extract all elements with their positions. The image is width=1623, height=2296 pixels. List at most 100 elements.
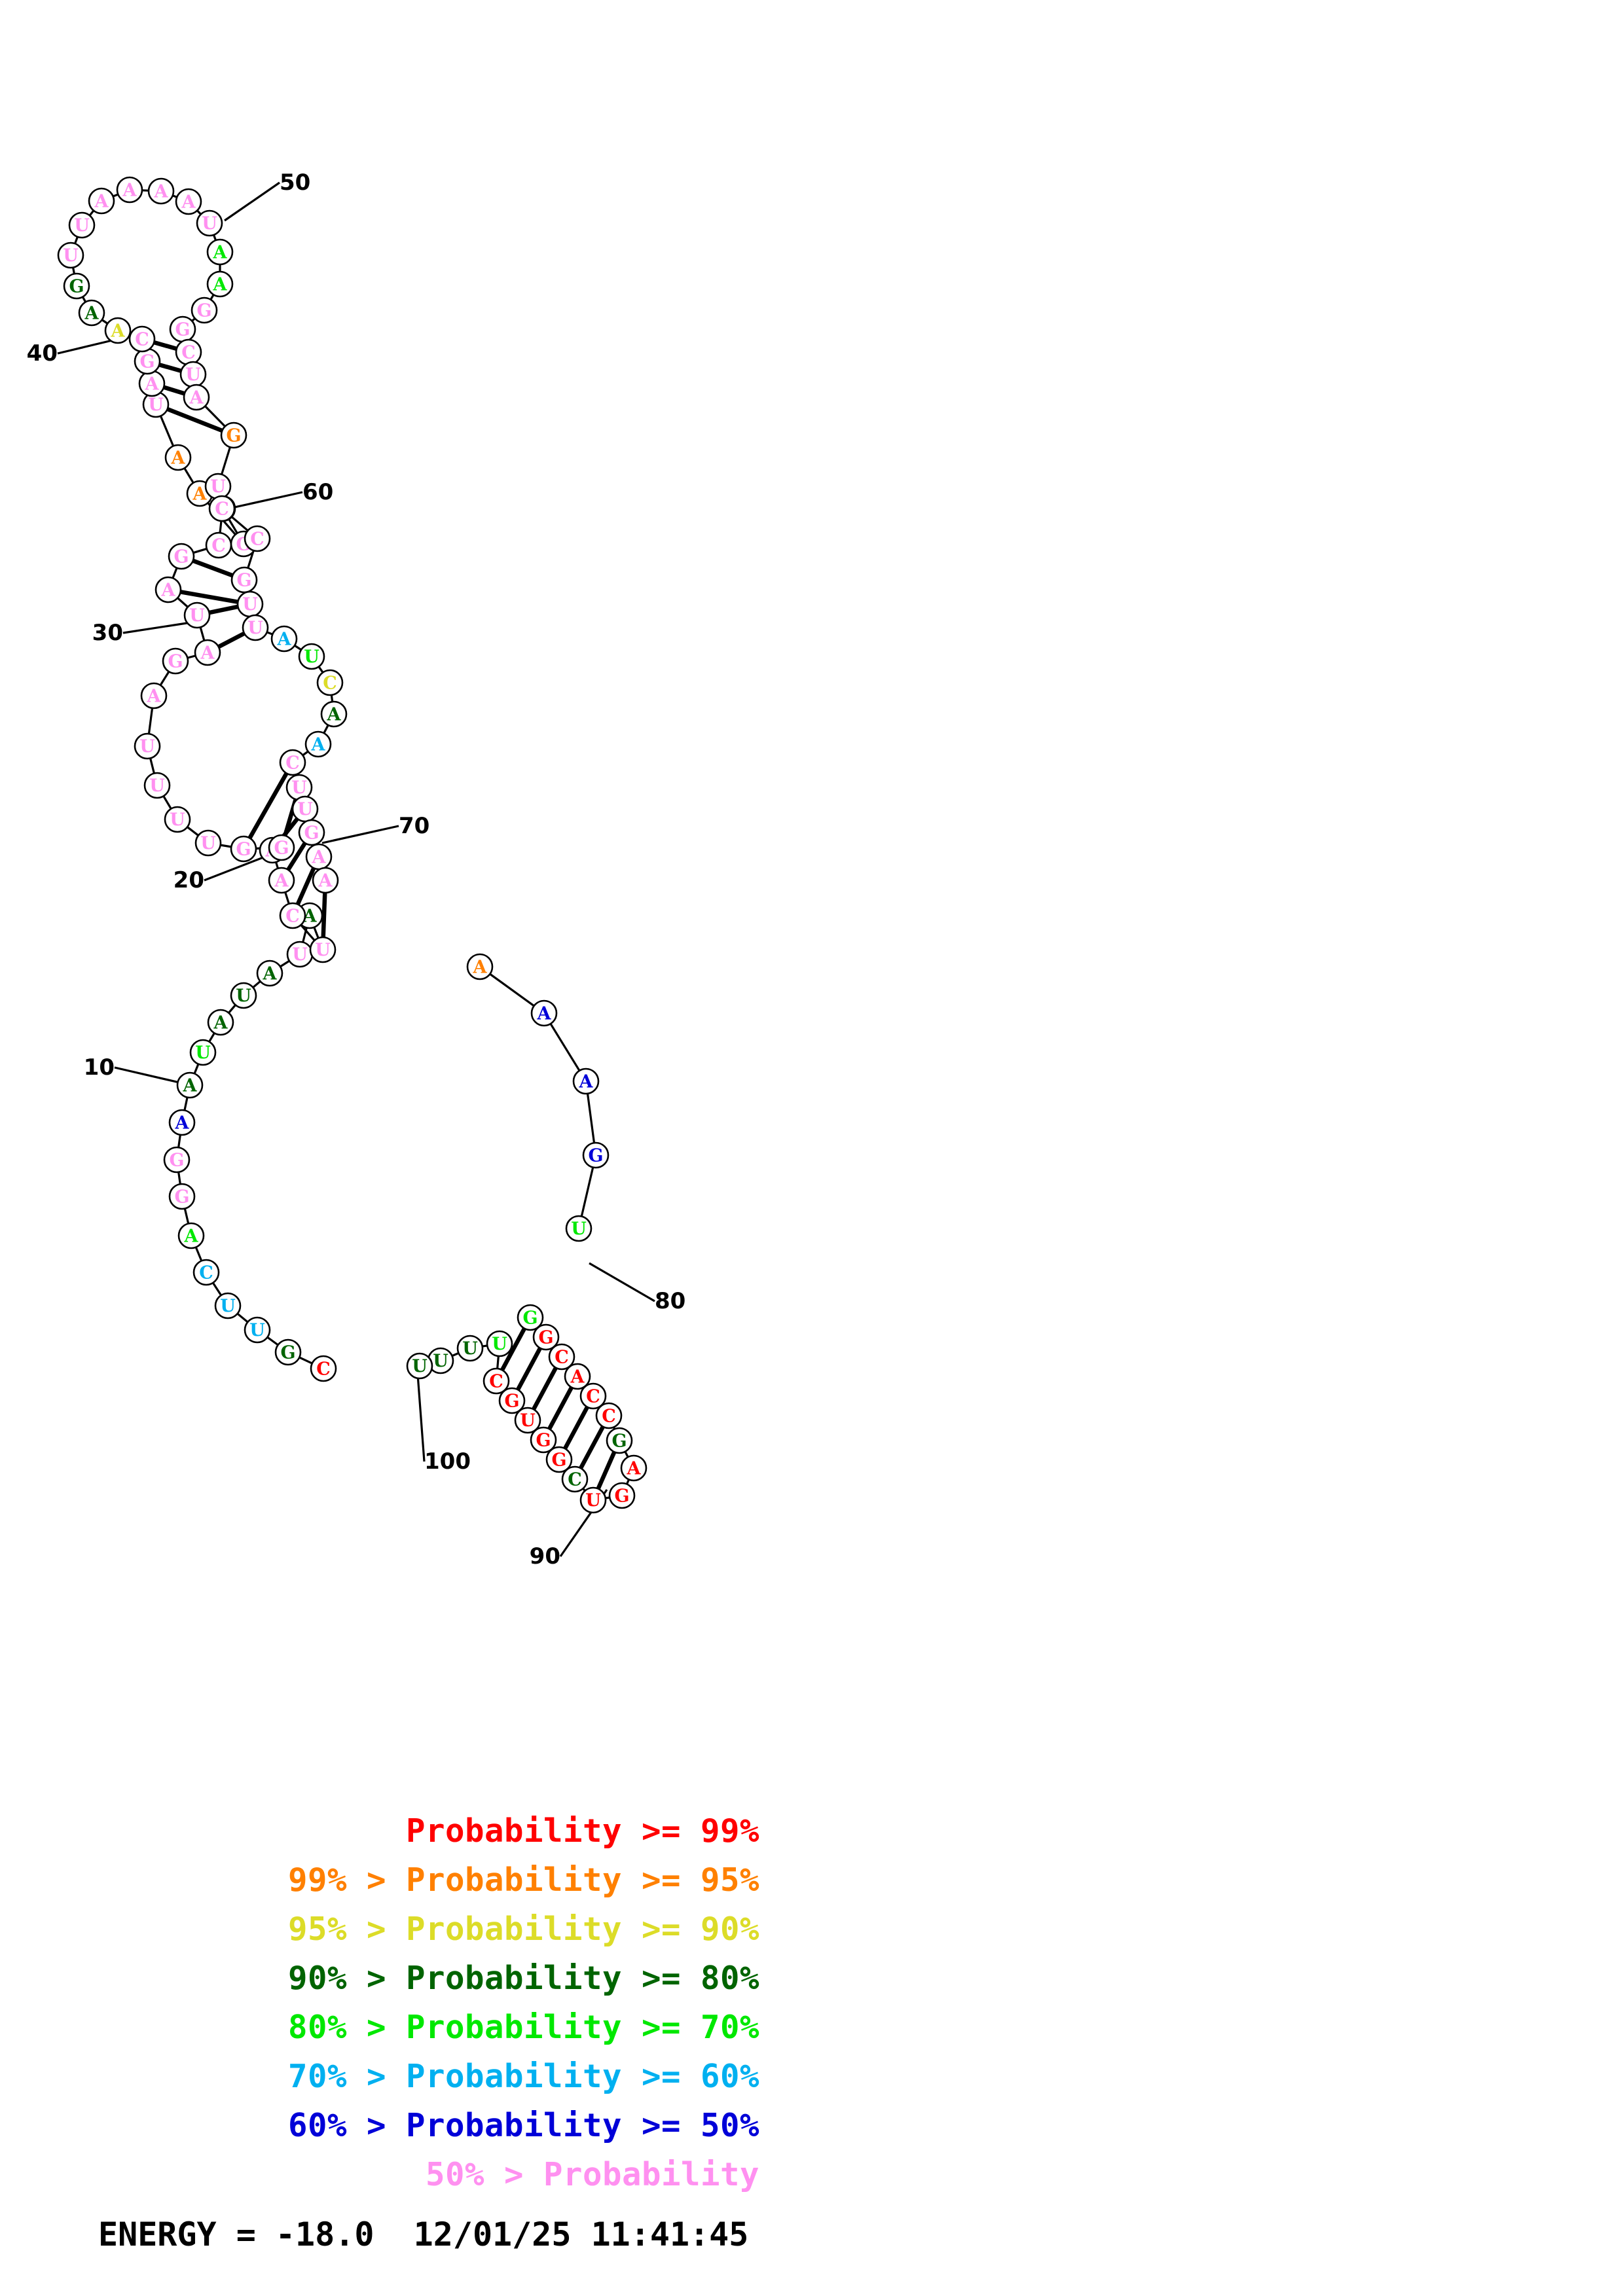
base-node-100[interactable]: U bbox=[427, 1347, 454, 1374]
base-circle bbox=[194, 639, 221, 666]
base-node-95[interactable]: U bbox=[514, 1407, 541, 1434]
base-node-28[interactable]: G bbox=[162, 647, 189, 675]
base-node-12[interactable]: A bbox=[207, 1009, 234, 1036]
base-node-83[interactable]: G bbox=[532, 1323, 560, 1351]
base-node-55[interactable]: G bbox=[169, 315, 196, 343]
base-node-71[interactable]: C bbox=[279, 749, 306, 776]
base-node-61[interactable]: C bbox=[208, 495, 236, 522]
base-node-32[interactable]: G bbox=[168, 543, 195, 570]
base-pair-bond bbox=[516, 1347, 542, 1391]
base-node-94[interactable]: G bbox=[530, 1426, 557, 1454]
base-node-22[interactable]: G bbox=[230, 835, 257, 863]
base-node-9[interactable]: A bbox=[168, 1109, 196, 1136]
base-node-38[interactable]: U bbox=[142, 391, 170, 418]
base-node-66[interactable]: A bbox=[270, 625, 298, 653]
base-node-76[interactable]: A bbox=[312, 867, 339, 894]
base-node-75[interactable]: A bbox=[305, 843, 333, 870]
base-node-52[interactable]: A bbox=[206, 238, 234, 266]
base-node-21[interactable]: G bbox=[268, 834, 295, 861]
base-node-48[interactable]: A bbox=[116, 176, 143, 204]
base-node-98[interactable]: U bbox=[486, 1330, 513, 1357]
base-node-81[interactable]: U bbox=[565, 1215, 593, 1242]
base-node-40[interactable]: G bbox=[134, 348, 161, 375]
backbone-segment bbox=[147, 708, 154, 734]
base-node-60[interactable]: U bbox=[204, 473, 232, 500]
base-node-97[interactable]: C bbox=[483, 1367, 510, 1395]
base-node-84[interactable]: C bbox=[548, 1343, 575, 1371]
base-node-44[interactable]: G bbox=[63, 272, 90, 300]
base-node-57[interactable]: U bbox=[179, 361, 207, 388]
base-node-41[interactable]: C bbox=[128, 325, 156, 353]
base-node-49[interactable]: A bbox=[147, 177, 175, 205]
base-node-85[interactable]: A bbox=[564, 1363, 591, 1390]
base-node-10[interactable]: A bbox=[176, 1071, 204, 1099]
base-node-15[interactable]: U bbox=[286, 941, 314, 968]
base-node-27[interactable]: A bbox=[140, 682, 168, 709]
base-node-70[interactable]: A bbox=[304, 730, 332, 758]
base-node-80[interactable]: G bbox=[582, 1141, 610, 1169]
base-node-68[interactable]: C bbox=[316, 669, 344, 696]
position-label-70: 70 bbox=[399, 813, 429, 839]
base-node-17[interactable]: U bbox=[309, 936, 337, 963]
base-node-59[interactable]: G bbox=[220, 422, 247, 449]
base-node-31[interactable]: A bbox=[155, 576, 182, 603]
base-node-74[interactable]: G bbox=[298, 819, 325, 846]
base-node-87[interactable]: C bbox=[595, 1402, 623, 1429]
base-node-25[interactable]: U bbox=[143, 772, 171, 799]
base-node-37[interactable]: A bbox=[164, 444, 192, 471]
base-node-63[interactable]: G bbox=[230, 566, 258, 594]
base-node-39[interactable]: A bbox=[138, 370, 166, 397]
base-node-8[interactable]: G bbox=[163, 1146, 191, 1174]
base-node-78[interactable]: A bbox=[530, 999, 558, 1027]
base-node-96[interactable]: G bbox=[498, 1387, 526, 1414]
base-node-65[interactable]: U bbox=[242, 614, 269, 641]
base-node-7[interactable]: G bbox=[168, 1183, 196, 1210]
base-node-50[interactable]: A bbox=[175, 188, 202, 215]
base-node-30[interactable]: U bbox=[183, 601, 211, 629]
base-node-4[interactable]: U bbox=[214, 1292, 242, 1319]
base-node-46[interactable]: U bbox=[68, 211, 96, 239]
base-node-58[interactable]: A bbox=[183, 384, 210, 411]
base-node-92[interactable]: C bbox=[561, 1465, 589, 1493]
base-node-77[interactable]: A bbox=[466, 953, 494, 980]
base-node-51[interactable]: U bbox=[196, 209, 223, 237]
base-node-54[interactable]: G bbox=[191, 296, 218, 324]
base-node-3[interactable]: U bbox=[244, 1316, 271, 1344]
base-node-72[interactable]: U bbox=[285, 774, 313, 801]
base-node-56[interactable]: C bbox=[175, 338, 202, 366]
base-node-101[interactable]: U bbox=[406, 1352, 433, 1380]
base-node-93[interactable]: G bbox=[545, 1446, 573, 1473]
base-node-62[interactable]: C bbox=[244, 525, 271, 552]
base-node-90[interactable]: G bbox=[608, 1482, 636, 1509]
base-node-69[interactable]: A bbox=[320, 700, 348, 728]
base-node-89[interactable]: A bbox=[620, 1454, 647, 1482]
base-node-6[interactable]: A bbox=[177, 1222, 205, 1249]
base-node-79[interactable]: A bbox=[572, 1067, 600, 1095]
base-node-45[interactable]: U bbox=[57, 242, 84, 269]
base-node-33[interactable]: C bbox=[205, 531, 232, 559]
base-node-2[interactable]: G bbox=[274, 1338, 302, 1366]
base-node-88[interactable]: G bbox=[606, 1427, 633, 1454]
base-node-91[interactable]: U bbox=[579, 1486, 607, 1514]
base-node-11[interactable]: U bbox=[189, 1039, 217, 1066]
base-node-42[interactable]: A bbox=[104, 317, 132, 344]
base-node-86[interactable]: C bbox=[579, 1382, 607, 1410]
base-node-13[interactable]: U bbox=[230, 982, 257, 1009]
base-node-18[interactable]: C bbox=[279, 902, 306, 929]
base-node-26[interactable]: U bbox=[134, 732, 161, 760]
base-node-24[interactable]: U bbox=[164, 806, 191, 833]
base-node-14[interactable]: A bbox=[256, 960, 283, 987]
base-node-67[interactable]: U bbox=[298, 643, 325, 670]
base-node-99[interactable]: U bbox=[456, 1335, 484, 1362]
base-node-64[interactable]: U bbox=[236, 590, 264, 618]
base-node-53[interactable]: A bbox=[206, 270, 234, 298]
base-node-43[interactable]: A bbox=[78, 299, 105, 327]
base-node-47[interactable]: A bbox=[88, 187, 115, 215]
base-node-19[interactable]: A bbox=[268, 867, 295, 894]
base-node-23[interactable]: U bbox=[194, 829, 222, 857]
base-node-82[interactable]: G bbox=[517, 1304, 544, 1331]
base-node-73[interactable]: U bbox=[291, 795, 319, 823]
base-node-1[interactable]: C bbox=[310, 1355, 337, 1382]
base-node-5[interactable]: C bbox=[192, 1259, 220, 1286]
base-node-29[interactable]: A bbox=[194, 639, 221, 666]
